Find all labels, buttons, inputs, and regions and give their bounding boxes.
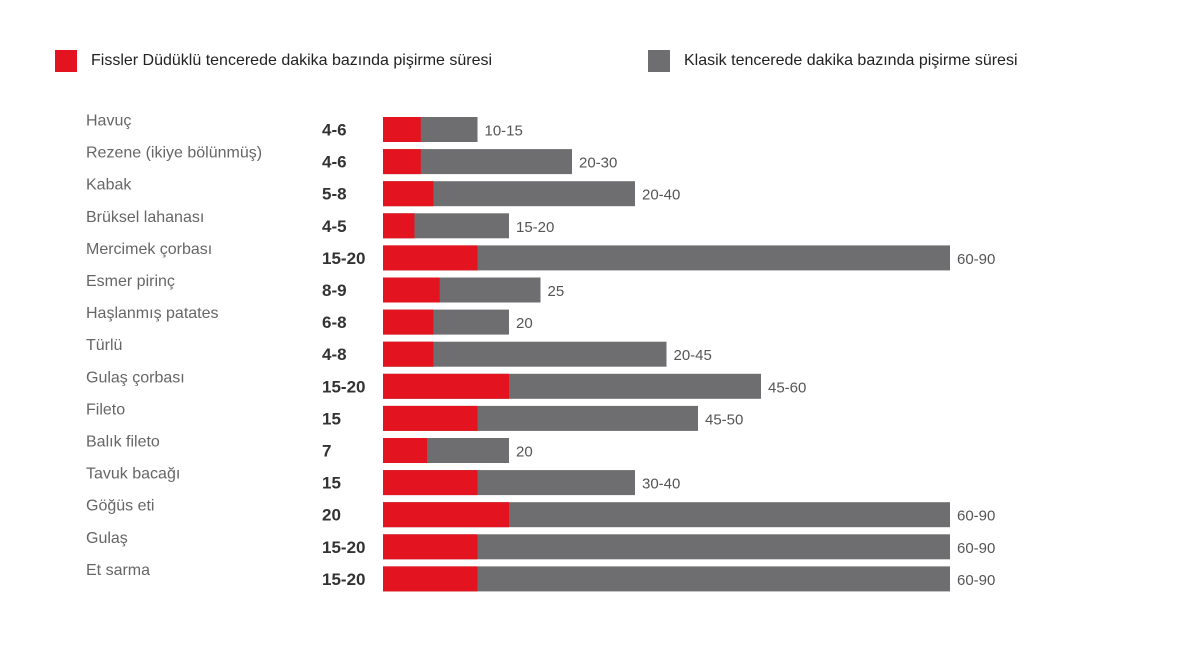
fissler-value-label: 15	[322, 474, 341, 493]
classic-value-label: 20	[516, 444, 533, 461]
chart-row: Rezene (ikiye bölünmüş) 4-6 20-30	[86, 145, 617, 175]
fissler-bar	[383, 117, 421, 142]
category-label: Rezene (ikiye bölünmüş)	[86, 145, 262, 162]
classic-value-label: 60-90	[957, 540, 995, 557]
fissler-value-label: 15-20	[322, 377, 365, 396]
fissler-bar	[383, 341, 434, 367]
fissler-value-label: 7	[322, 442, 331, 461]
classic-value-label: 45-60	[768, 379, 806, 396]
category-label: Havuç	[86, 113, 131, 130]
fissler-bar	[383, 405, 478, 431]
chart-row: Esmer pirinç 8-9 25	[86, 273, 564, 303]
legend-swatch-fissler	[55, 50, 77, 72]
category-label: Türlü	[86, 337, 122, 354]
fissler-value-label: 15-20	[322, 249, 365, 268]
category-label: Gulaş	[86, 530, 128, 547]
chart-row: Gulaş 15-20 60-90	[86, 530, 995, 560]
category-label: Et sarma	[86, 562, 150, 579]
classic-value-label: 20-45	[674, 347, 712, 364]
fissler-value-label: 6-8	[322, 313, 347, 332]
fissler-value-label: 4-6	[322, 153, 347, 172]
fissler-value-label: 8-9	[322, 281, 347, 300]
fissler-bar	[383, 373, 509, 399]
chart-row: Gulaş çorbası 15-20 45-60	[86, 369, 806, 399]
fissler-bar	[383, 213, 415, 239]
classic-value-label: 60-90	[957, 251, 995, 268]
fissler-value-label: 15-20	[322, 538, 365, 557]
chart-row: Et sarma 15-20 60-90	[86, 562, 995, 592]
chart-row: Tavuk bacağı 15 30-40	[86, 466, 680, 496]
classic-value-label: 25	[548, 283, 565, 300]
legend-label-classic: Klasik tencerede dakika bazında pişirme …	[684, 52, 1018, 69]
fissler-value-label: 4-5	[322, 217, 347, 236]
fissler-value-label: 20	[322, 506, 341, 525]
fissler-value-label: 4-8	[322, 345, 347, 364]
chart-row: Göğüs eti 20 60-90	[86, 498, 995, 528]
classic-value-label: 60-90	[957, 572, 995, 589]
fissler-bar	[383, 277, 440, 303]
classic-value-label: 15-20	[516, 219, 554, 236]
chart-row: Türlü 4-8 20-45	[86, 337, 712, 367]
chart-row: Havuç 4-6 10-15	[86, 113, 523, 142]
classic-value-label: 20-30	[579, 155, 617, 172]
legend-label-fissler: Fissler Düdüklü tencerede dakika bazında…	[91, 52, 493, 69]
legend-swatch-classic	[648, 50, 670, 72]
chart-row: Balık fileto 7 20	[86, 434, 533, 463]
category-label: Haşlanmış patates	[86, 305, 219, 322]
fissler-bar	[383, 181, 434, 207]
fissler-bar	[383, 470, 478, 496]
category-label: Göğüs eti	[86, 498, 154, 515]
classic-value-label: 10-15	[485, 123, 523, 140]
category-label: Fileto	[86, 401, 125, 418]
chart-row: Haşlanmış patates 6-8 20	[86, 305, 533, 335]
category-label: Brüksel lahanası	[86, 209, 204, 226]
category-label: Kabak	[86, 177, 132, 194]
fissler-bar	[383, 149, 421, 175]
fissler-value-label: 15-20	[322, 570, 365, 589]
classic-value-label: 60-90	[957, 508, 995, 525]
legend: Fissler Düdüklü tencerede dakika bazında…	[55, 50, 1160, 80]
fissler-bar	[383, 534, 478, 560]
category-label: Tavuk bacağı	[86, 466, 180, 483]
legend-item-classic: Klasik tencerede dakika bazında pişirme …	[648, 50, 1018, 72]
classic-value-label: 30-40	[642, 476, 680, 493]
fissler-bar	[383, 309, 434, 335]
category-label: Esmer pirinç	[86, 273, 175, 290]
fissler-bar	[383, 438, 428, 463]
classic-value-label: 20	[516, 315, 533, 332]
fissler-value-label: 5-8	[322, 185, 347, 204]
fissler-bar	[383, 245, 478, 271]
fissler-value-label: 4-6	[322, 121, 347, 140]
fissler-value-label: 15	[322, 409, 341, 428]
chart-row: Kabak 5-8 20-40	[86, 177, 680, 207]
chart-row: Fileto 15 45-50	[86, 401, 743, 431]
fissler-bar	[383, 502, 509, 528]
category-label: Gulaş çorbası	[86, 369, 185, 386]
fissler-bar	[383, 566, 478, 592]
classic-value-label: 45-50	[705, 411, 743, 428]
category-label: Balık fileto	[86, 434, 160, 451]
category-label: Mercimek çorbası	[86, 241, 212, 258]
classic-value-label: 20-40	[642, 187, 680, 204]
legend-item-fissler: Fissler Düdüklü tencerede dakika bazında…	[55, 50, 492, 72]
chart-row: Brüksel lahanası 4-5 15-20	[86, 209, 554, 239]
chart-row: Mercimek çorbası 15-20 60-90	[86, 241, 995, 271]
